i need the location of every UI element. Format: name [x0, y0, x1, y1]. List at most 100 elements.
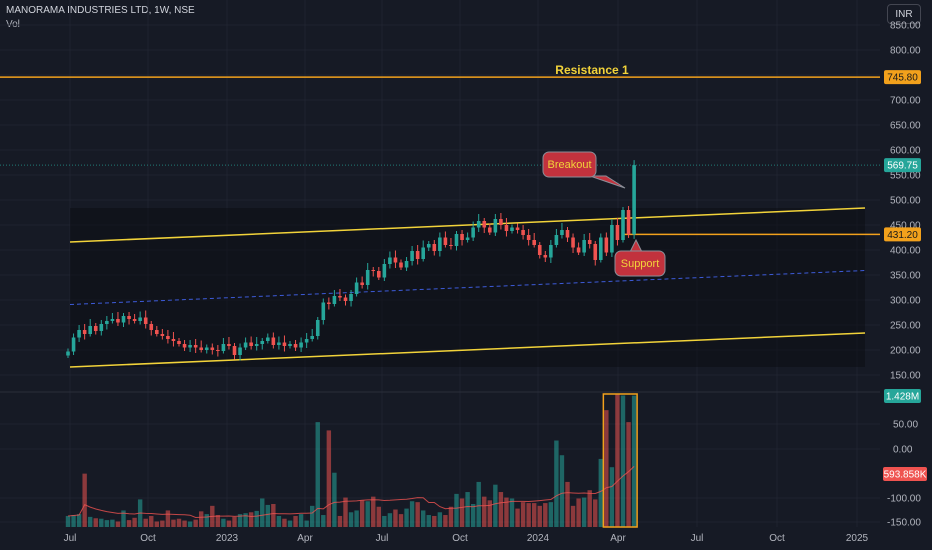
- candle-body: [210, 347, 215, 350]
- candle-body: [293, 344, 298, 348]
- candle-body: [454, 234, 459, 246]
- candle-body: [560, 230, 564, 235]
- candle-body: [393, 257, 398, 263]
- candle-body: [488, 227, 492, 233]
- candle-body: [299, 342, 303, 348]
- candle-body: [554, 235, 559, 245]
- currency-selector[interactable]: INR: [887, 4, 921, 24]
- volume-bar: [437, 512, 443, 527]
- volume-bar: [415, 502, 420, 527]
- volume-highlight-box: [602, 393, 638, 528]
- volume-bar: [382, 515, 387, 527]
- candle-body: [71, 337, 76, 352]
- volume-bar: [426, 515, 431, 527]
- candle-body: [171, 339, 176, 341]
- candle-body: [254, 344, 259, 346]
- symbol-title: MANORAMA INDUSTRIES LTD, 1W, NSE: [6, 5, 195, 16]
- volume-bar: [187, 521, 193, 527]
- volume-bar: [376, 506, 381, 527]
- candle-body: [288, 344, 292, 346]
- volume-bar: [248, 512, 254, 527]
- candle-body: [105, 321, 109, 324]
- candle-body: [471, 227, 475, 238]
- candle-body: [93, 326, 98, 331]
- candle-body: [338, 296, 342, 298]
- volume-bar: [498, 492, 504, 527]
- candle-body: [615, 225, 620, 240]
- support-price-badge-text: 431.20: [887, 230, 918, 241]
- time-tick-label: 2024: [527, 533, 550, 544]
- volume-bar: [365, 501, 370, 527]
- candle-body: [504, 225, 509, 231]
- volume-bar: [565, 481, 570, 527]
- candle-body: [415, 251, 420, 259]
- volume-bar: [371, 496, 376, 527]
- volume-bar: [165, 510, 171, 527]
- candle-body: [449, 245, 453, 246]
- candle-body: [399, 262, 403, 268]
- last-price-badge: [884, 158, 921, 173]
- volume-bar: [282, 518, 287, 527]
- volume-bar: [115, 521, 121, 527]
- volume-bar: [348, 512, 354, 527]
- volume-tick-label: 50.00: [893, 420, 918, 431]
- candle-body: [576, 247, 581, 253]
- volume-bar: [487, 500, 492, 527]
- breakout-pointer: [589, 175, 626, 189]
- volume-bar: [332, 472, 337, 527]
- candle-body: [277, 342, 281, 345]
- candle-body: [626, 210, 631, 235]
- candle-body: [349, 294, 353, 301]
- volume-ma-badge: [883, 467, 927, 481]
- breakout-callout: [542, 151, 597, 178]
- candle-body: [166, 336, 170, 339]
- volume-bar: [343, 497, 348, 527]
- channel-upper-line: [69, 207, 866, 243]
- candle-body: [599, 237, 603, 260]
- candle-body: [432, 244, 437, 251]
- candle-body: [438, 237, 442, 251]
- candle-body: [571, 237, 575, 248]
- candle-body: [66, 351, 70, 356]
- volume-bar: [232, 516, 237, 527]
- candle-body: [282, 342, 287, 346]
- volume-bar: [465, 492, 470, 527]
- candle-body: [465, 237, 470, 240]
- volume-bar: [160, 520, 165, 527]
- volume-bar: [631, 395, 637, 527]
- candle-body: [543, 255, 548, 258]
- price-tick-label: 700.00: [890, 96, 921, 107]
- candle-body: [132, 319, 137, 321]
- volume-bar: [71, 515, 76, 527]
- volume-ma-badge-text: 593.858K: [884, 470, 927, 481]
- volume-bar: [293, 515, 298, 527]
- price-tick-label: 300.00: [890, 296, 921, 307]
- candle-body: [155, 330, 159, 334]
- price-tick-label: 200.00: [890, 346, 921, 357]
- price-tick-label: 250.00: [890, 321, 921, 332]
- volume-bar: [88, 516, 93, 527]
- candle-body: [426, 244, 431, 248]
- candle-body: [77, 330, 81, 338]
- candle-body: [204, 347, 209, 350]
- volume-bar: [310, 505, 315, 527]
- volume-bar: [387, 513, 393, 527]
- volume-bar: [99, 518, 104, 527]
- candle-body: [382, 264, 387, 278]
- channel-lower-line: [69, 332, 866, 368]
- candle-body: [260, 341, 265, 344]
- candle-body: [410, 251, 414, 261]
- volume-bar: [287, 520, 293, 527]
- candle-body: [216, 350, 220, 351]
- volume-bar: [459, 498, 465, 527]
- time-tick-label: 2023: [216, 533, 239, 544]
- time-tick-label: 2025: [846, 533, 869, 544]
- candle-body: [521, 230, 525, 235]
- candle-body: [199, 347, 203, 350]
- candle-body: [610, 225, 614, 253]
- resistance-price-badge-text: 745.80: [887, 73, 918, 84]
- resistance-price-badge: [884, 70, 921, 85]
- time-tick-label: Jul: [691, 533, 704, 544]
- candle-body: [249, 342, 253, 346]
